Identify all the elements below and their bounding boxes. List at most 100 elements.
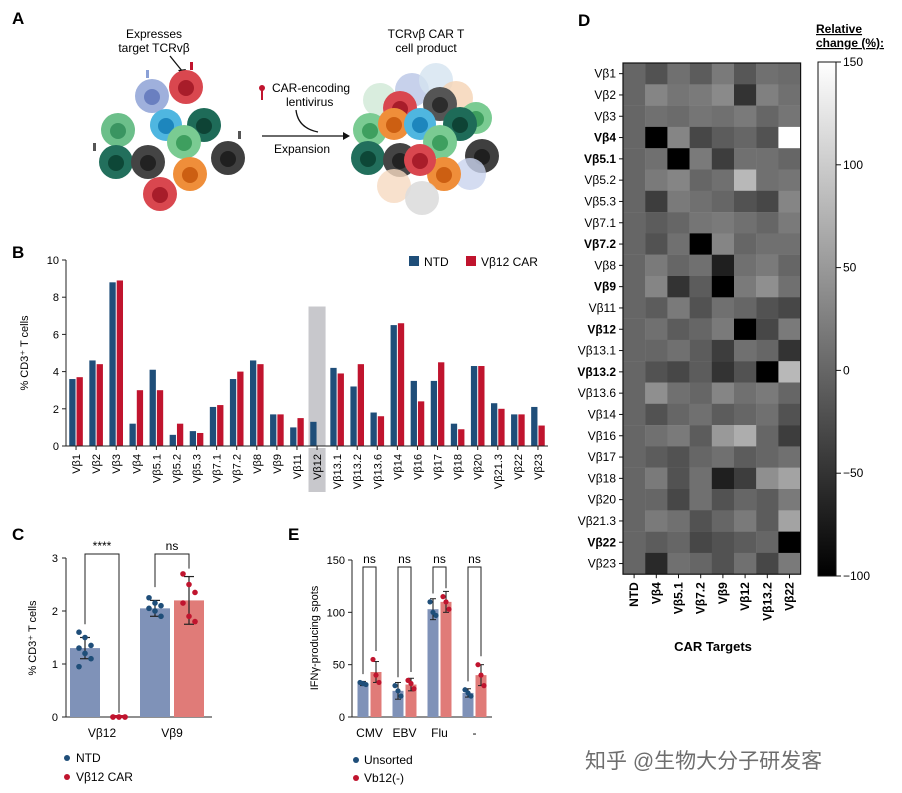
heatmap-cell [711, 382, 735, 404]
heatmap-cell [689, 276, 712, 298]
heatmap-cell [778, 126, 801, 149]
heatmap-cell [734, 510, 757, 532]
e-y-tick-label: 100 [327, 607, 345, 619]
heatmap-cell [623, 510, 646, 532]
b-x-tick-label: Vβ4 [131, 454, 143, 474]
cell-nucleus [220, 151, 236, 167]
b-x-tick-label: Vβ11 [292, 454, 304, 479]
d-col-label: Vβ5.1 [672, 582, 686, 614]
heatmap-cell [667, 233, 690, 255]
d-col-label: Vβ13.2 [760, 582, 774, 621]
heatmap-cell [756, 148, 779, 170]
heatmap-cell [756, 254, 779, 277]
heatmap-cell [623, 254, 646, 277]
b-bar [357, 364, 365, 446]
b-bar [76, 377, 83, 446]
b-bar [257, 364, 264, 446]
b-bar [290, 427, 297, 446]
cell-nucleus [110, 123, 126, 139]
heatmap-cell [623, 339, 646, 362]
heatmap-cell [756, 169, 779, 191]
e-data-point [468, 693, 474, 699]
heatmap-cell [623, 425, 646, 447]
heatmap-cell [756, 84, 779, 106]
b-x-tick-label: Vβ17 [433, 454, 445, 480]
receptor [146, 70, 149, 78]
heatmap-cell [778, 361, 801, 383]
c-data-point [88, 655, 94, 662]
heatmap-cell [689, 126, 712, 149]
heatmap-cell [734, 233, 757, 255]
cell-nucleus [432, 97, 448, 113]
heatmap-cell [756, 297, 779, 319]
b-x-axis: Vβ1 Vβ2 Vβ3 Vβ4 Vβ5.1 Vβ5.2 Vβ5.3 Vβ7.1 Vβ7.2 Vβ8… [66, 445, 548, 492]
c-data-point [180, 600, 186, 606]
heatmap-cell [734, 105, 757, 128]
heatmap-cell [778, 212, 801, 234]
b-y-tick-label: 8 [53, 292, 59, 304]
b-bars [69, 280, 545, 446]
c-data-point [116, 714, 122, 720]
e-legend-label-unsorted: Unsorted [364, 753, 413, 767]
heatmap-cell [778, 233, 801, 255]
heatmap-cell [623, 361, 646, 383]
c-legend-label-car: Vβ12 CAR [76, 770, 133, 784]
heatmap-cell [645, 467, 668, 490]
heatmap-cell [756, 446, 779, 468]
heatmap-cell [711, 297, 735, 319]
heatmap-cell [734, 63, 757, 85]
heatmap-cell [667, 297, 690, 319]
e-y-tick-label: 150 [327, 555, 345, 567]
heatmap-cell [645, 126, 668, 149]
lentivirus-icon [259, 85, 265, 100]
colorbar-tick-label: 50 [843, 261, 857, 275]
b-bar [430, 380, 438, 446]
heatmap-cell [711, 425, 735, 447]
c-data-point [110, 714, 116, 720]
heatmap-cell [645, 297, 668, 319]
heatmap-cell [734, 126, 757, 149]
heatmap-cell [734, 297, 757, 319]
d-col-label: Vβ4 [649, 582, 663, 604]
heatmap-cell [645, 169, 668, 191]
heatmap-cell [734, 552, 757, 575]
b-x-tick-label: Vβ8 [252, 454, 264, 474]
b-x-tick-label: Vβ13.2 [352, 454, 364, 489]
heatmap-cell [667, 510, 690, 532]
c-data-point [152, 608, 158, 614]
watermark: 知乎 @生物大分子研发客 [585, 750, 822, 773]
heatmap-cell [623, 63, 646, 85]
b-y-tick-label: 2 [53, 404, 59, 416]
heatmap-cell [623, 276, 646, 298]
panel-b: B % CD3⁺ T cells 0 2 4 6 8 10 Vβ1 Vβ2 Vβ3 Vβ4 Vβ5… [12, 243, 548, 492]
heatmap-cell [667, 339, 690, 362]
heatmap-cell [645, 276, 668, 298]
b-y-tick-label: 6 [53, 329, 59, 341]
d-col-label: Vβ7.2 [694, 582, 708, 614]
heatmap-cell [711, 254, 735, 277]
heatmap-cell [711, 84, 735, 106]
heatmap-cell [734, 403, 757, 426]
b-bar [410, 380, 417, 446]
heatmap-cell [645, 403, 668, 426]
b-bar [96, 364, 103, 446]
heatmap-cell [734, 339, 757, 362]
d-row-label: Vβ7.1 [584, 216, 616, 230]
e-significance-bracket [397, 566, 412, 678]
e-data-point [446, 606, 452, 612]
b-x-tick-label: Vβ2 [91, 454, 103, 474]
e-x-tick-label: Flu [431, 726, 448, 740]
heatmap-cell [623, 467, 646, 490]
b-bar [237, 371, 244, 446]
b-bar [270, 414, 277, 446]
heatmap-cell [756, 425, 779, 447]
heatmap-cell [623, 148, 646, 170]
heatmap-cell [778, 446, 801, 468]
d-row-label: Vβ21.3 [578, 514, 617, 528]
heatmap-cell [623, 552, 646, 575]
heatmap-cell [623, 531, 646, 554]
cell [454, 158, 486, 190]
lentivirus-connector [295, 109, 319, 133]
b-x-tick-label: Vβ21.3 [493, 454, 505, 489]
